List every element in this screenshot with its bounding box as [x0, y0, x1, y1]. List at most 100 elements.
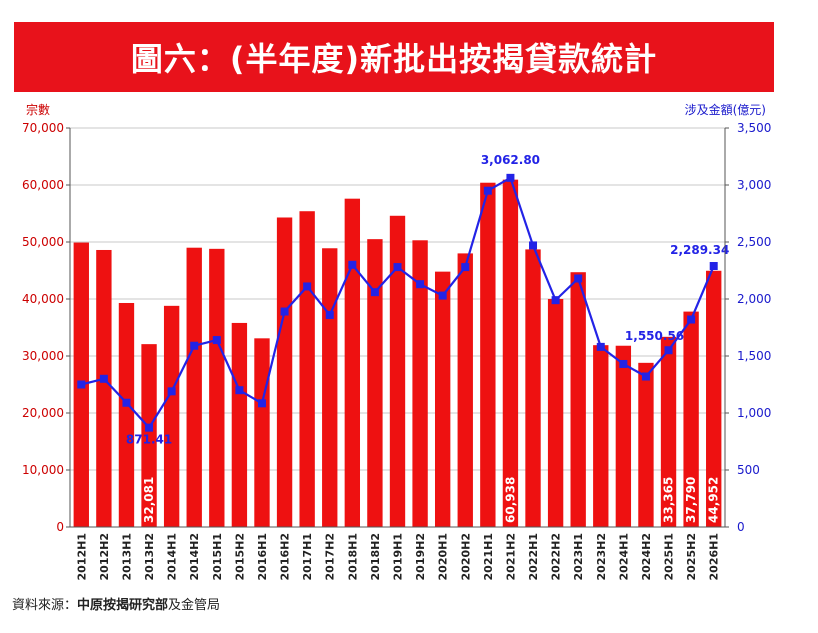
bar	[299, 211, 315, 527]
line-point	[167, 387, 176, 396]
bar	[615, 345, 632, 527]
chart-title: 圖六：(半年度)新批出按揭貸款統計	[130, 40, 658, 78]
line-point	[212, 336, 221, 345]
line-value-label: 2,289.34	[670, 243, 729, 257]
line-value-label: 1,550.56	[625, 329, 684, 343]
category-label: 2021H2	[504, 533, 517, 580]
category-label: 2024H2	[640, 533, 653, 580]
category-label: 2021H1	[482, 533, 495, 580]
source-prefix: 資料來源：	[12, 598, 78, 613]
line-point	[280, 307, 289, 316]
left-tick-label: 40,000	[22, 292, 64, 306]
category-label: 2019H2	[414, 533, 427, 580]
bar	[525, 249, 541, 527]
bar	[141, 344, 157, 527]
category-label: 2012H2	[98, 533, 111, 580]
line-point	[235, 386, 244, 395]
bar	[322, 248, 338, 527]
right-tick-label: 2,000	[737, 292, 771, 306]
line-point	[122, 398, 131, 407]
axes: 0 0 10,000 500 20,000 1,000 30,000 1,500 40,000 2…	[22, 121, 771, 580]
line-point	[619, 359, 628, 368]
bar-value-label: 37,790	[684, 477, 698, 523]
right-tick-label: 500	[737, 463, 760, 477]
amount-line-series: 871.41 3,062.80 1,550.56 2,289.34	[77, 153, 729, 447]
category-label: 2023H2	[595, 533, 608, 580]
source-org: 中原按揭研究部	[77, 598, 169, 613]
left-tick-label: 0	[56, 520, 64, 534]
line-point	[190, 341, 199, 350]
line-point	[664, 346, 673, 355]
right-tick-label: 3,000	[737, 178, 771, 192]
line-point	[303, 282, 312, 291]
chart: 32,081 60,938 33,365 37,790 44,952 871.41 3,0…	[22, 102, 771, 580]
category-label: 2025H1	[663, 533, 676, 580]
bar	[457, 253, 473, 527]
category-label: 2014H2	[188, 533, 201, 580]
category-label: 2022H2	[550, 533, 563, 580]
category-label: 2024H1	[617, 533, 630, 580]
bar	[570, 272, 586, 527]
bar	[209, 248, 225, 527]
line-point	[709, 262, 718, 271]
right-tick-label: 2,500	[737, 235, 771, 249]
line-point	[257, 399, 266, 408]
line-point	[370, 288, 379, 297]
line-value-label: 3,062.80	[481, 153, 540, 167]
left-axis-label: 宗數	[26, 102, 50, 117]
right-tick-label: 3,500	[737, 121, 771, 135]
bar-value-label: 33,365	[662, 477, 676, 523]
bar	[412, 240, 428, 528]
bar-value-labels: 32,081 60,938 33,365 37,790 44,952	[142, 477, 721, 523]
category-label: 2022H1	[527, 533, 540, 580]
title-banner: 圖六：(半年度)新批出按揭貸款統計	[14, 22, 774, 92]
category-label: 2017H1	[301, 533, 314, 580]
right-tick-label: 0	[737, 520, 745, 534]
bars	[73, 179, 722, 528]
bar	[660, 336, 677, 527]
bar	[118, 302, 135, 527]
line-point	[551, 296, 560, 305]
category-label: 2018H2	[369, 533, 382, 580]
category-label: 2016H2	[279, 533, 292, 580]
source-suffix: 及金管局	[168, 598, 221, 613]
left-tick-label: 20,000	[22, 406, 64, 420]
category-label: 2020H1	[437, 533, 450, 580]
line-point	[641, 372, 650, 381]
line-point	[145, 423, 154, 432]
line-point	[393, 263, 402, 272]
bar	[254, 338, 270, 527]
bar	[593, 345, 609, 527]
right-axis-label: 涉及金額(億元)	[685, 102, 766, 117]
category-label: 2020H2	[459, 533, 472, 580]
line-point	[529, 241, 538, 250]
category-label: 2013H2	[143, 533, 156, 580]
line-point	[438, 291, 447, 300]
line-point	[77, 380, 86, 389]
bar	[389, 215, 406, 527]
bar-value-label: 44,952	[707, 477, 721, 523]
bar	[480, 182, 496, 527]
bar	[96, 249, 112, 528]
bar	[367, 239, 383, 527]
category-label: 2015H2	[233, 533, 246, 580]
line-point	[483, 186, 492, 195]
left-tick-label: 30,000	[22, 349, 64, 363]
bar	[683, 311, 699, 527]
bar	[434, 271, 451, 527]
bar	[638, 362, 654, 527]
bar	[706, 270, 722, 527]
right-tick-label: 1,000	[737, 406, 771, 420]
line-point	[687, 315, 696, 324]
category-label: 2026H1	[708, 533, 721, 580]
line-point	[574, 274, 583, 283]
bar	[344, 198, 361, 527]
left-tick-label: 50,000	[22, 235, 64, 249]
category-label: 2025H2	[685, 533, 698, 580]
bar	[163, 305, 180, 527]
category-label: 2015H1	[211, 533, 224, 580]
category-label: 2018H1	[346, 533, 359, 580]
category-label: 2017H2	[324, 533, 337, 580]
category-label: 2023H1	[572, 533, 585, 580]
category-label: 2012H1	[75, 533, 88, 580]
